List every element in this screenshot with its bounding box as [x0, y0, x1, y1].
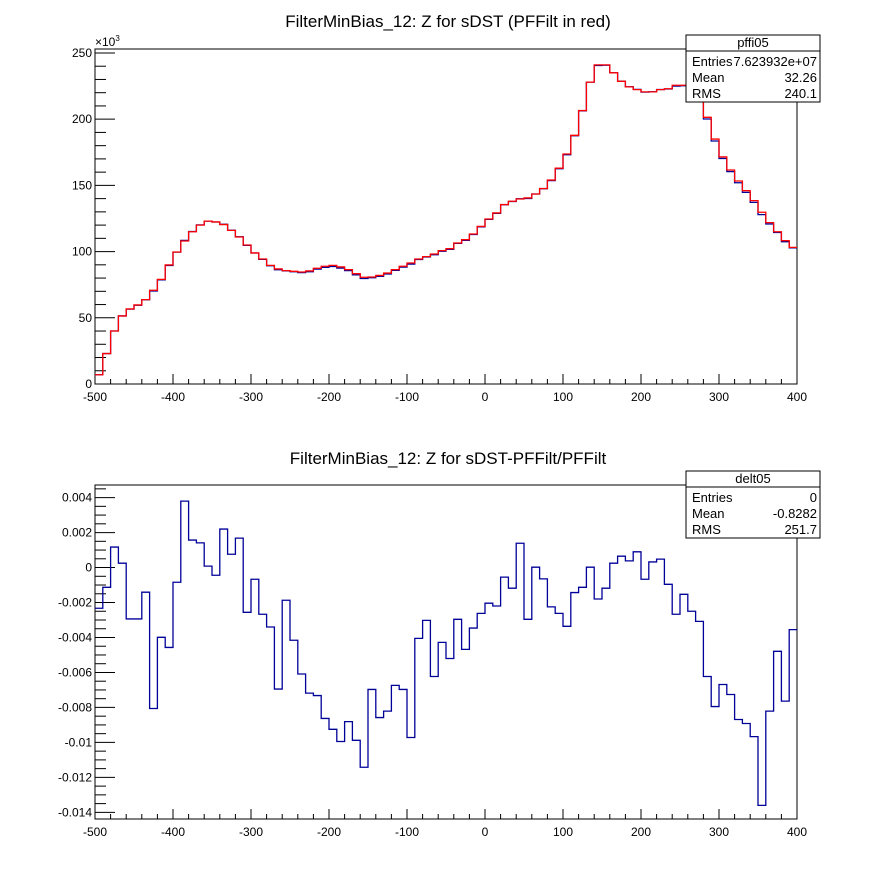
- x-tick-label: 300: [709, 390, 729, 404]
- y-tick-label: 0: [85, 377, 92, 391]
- y-tick-label: -0.008: [58, 700, 92, 714]
- x-tick-label: 200: [631, 390, 651, 404]
- x-tick-label: -200: [317, 825, 341, 839]
- x-tick-label: -500: [83, 390, 107, 404]
- bottom-stats-name: delt05: [735, 471, 770, 486]
- bottom-stats-value: 251.7: [784, 522, 817, 537]
- y-tick-label: -0.01: [65, 735, 93, 749]
- y-tick-label: 200: [72, 112, 92, 126]
- top-stats-name: pffi05: [737, 35, 769, 50]
- y-tick-label: 250: [72, 46, 92, 60]
- bottom-chart-title: FilterMinBias_12: Z for sDST-PFFilt/PFFi…: [290, 449, 607, 468]
- plot-frame: [94, 484, 798, 820]
- x-tick-label: 400: [787, 390, 807, 404]
- top-y-exponent-base: ×10: [95, 35, 116, 49]
- x-tick-label: -500: [83, 825, 107, 839]
- bottom-stats-value: 0: [810, 490, 817, 505]
- x-tick-label: 100: [553, 390, 573, 404]
- y-tick-label: 0.002: [62, 526, 92, 540]
- x-tick-label: 0: [482, 825, 489, 839]
- top-stats-value: 7.623932e+07: [733, 54, 817, 69]
- top-y-exponent-power: 3: [115, 34, 120, 43]
- y-tick-label: -0.012: [58, 770, 92, 784]
- bottom-stats-value: -0.8282: [773, 506, 817, 521]
- y-tick-label: 0: [85, 561, 92, 575]
- x-tick-label: -400: [161, 825, 185, 839]
- pffilt-histogram: [95, 64, 797, 376]
- top-stats-box: pffi05 Entries 7.623932e+07 Mean 32.26 R…: [685, 34, 821, 103]
- top-series: [95, 64, 797, 376]
- y-tick-label: -0.014: [58, 805, 92, 819]
- x-tick-label: -300: [239, 825, 263, 839]
- y-tick-label: -0.002: [58, 596, 92, 610]
- bottom-stats-label: Entries: [692, 490, 733, 505]
- bottom-stats-box: delt05 Entries 0 Mean -0.8282 RMS 251.7: [685, 470, 821, 539]
- y-tick-label: -0.006: [58, 665, 92, 679]
- top-stats-value: 32.26: [784, 70, 817, 85]
- top-chart-title: FilterMinBias_12: Z for sDST (PFFilt in …: [285, 12, 611, 31]
- y-tick-label: 100: [72, 245, 92, 259]
- x-tick-label: -100: [395, 390, 419, 404]
- x-tick-label: 0: [482, 390, 489, 404]
- y-tick-label: 0.004: [62, 491, 92, 505]
- sdst-histogram: [95, 64, 797, 376]
- top-axes: -500 -400 -300 -200 -100 0 100 200 300 400 0 50 100 1…: [72, 46, 807, 404]
- x-tick-label: -300: [239, 390, 263, 404]
- y-tick-label: -0.004: [58, 630, 92, 644]
- bottom-axes: -500 -400 -300 -200 -100 0 100 200 300 400 0.004 0.…: [58, 484, 807, 839]
- bottom-stats-label: RMS: [692, 522, 721, 537]
- top-stats-label: Mean: [692, 70, 725, 85]
- bottom-series: [95, 500, 797, 807]
- x-tick-label: -200: [317, 390, 341, 404]
- top-y-exponent: ×103: [95, 34, 120, 49]
- y-tick-label: 50: [79, 311, 93, 325]
- x-tick-label: 200: [631, 825, 651, 839]
- top-stats-label: Entries: [692, 54, 733, 69]
- x-tick-label: 300: [709, 825, 729, 839]
- x-tick-label: 400: [787, 825, 807, 839]
- x-tick-label: -100: [395, 825, 419, 839]
- plot-frame: [94, 48, 798, 385]
- x-tick-label: -400: [161, 390, 185, 404]
- top-stats-label: RMS: [692, 86, 721, 101]
- bottom-stats-label: Mean: [692, 506, 725, 521]
- ratio-histogram: [95, 500, 797, 807]
- y-tick-label: 150: [72, 178, 92, 192]
- top-stats-value: 240.1: [784, 86, 817, 101]
- x-tick-label: 100: [553, 825, 573, 839]
